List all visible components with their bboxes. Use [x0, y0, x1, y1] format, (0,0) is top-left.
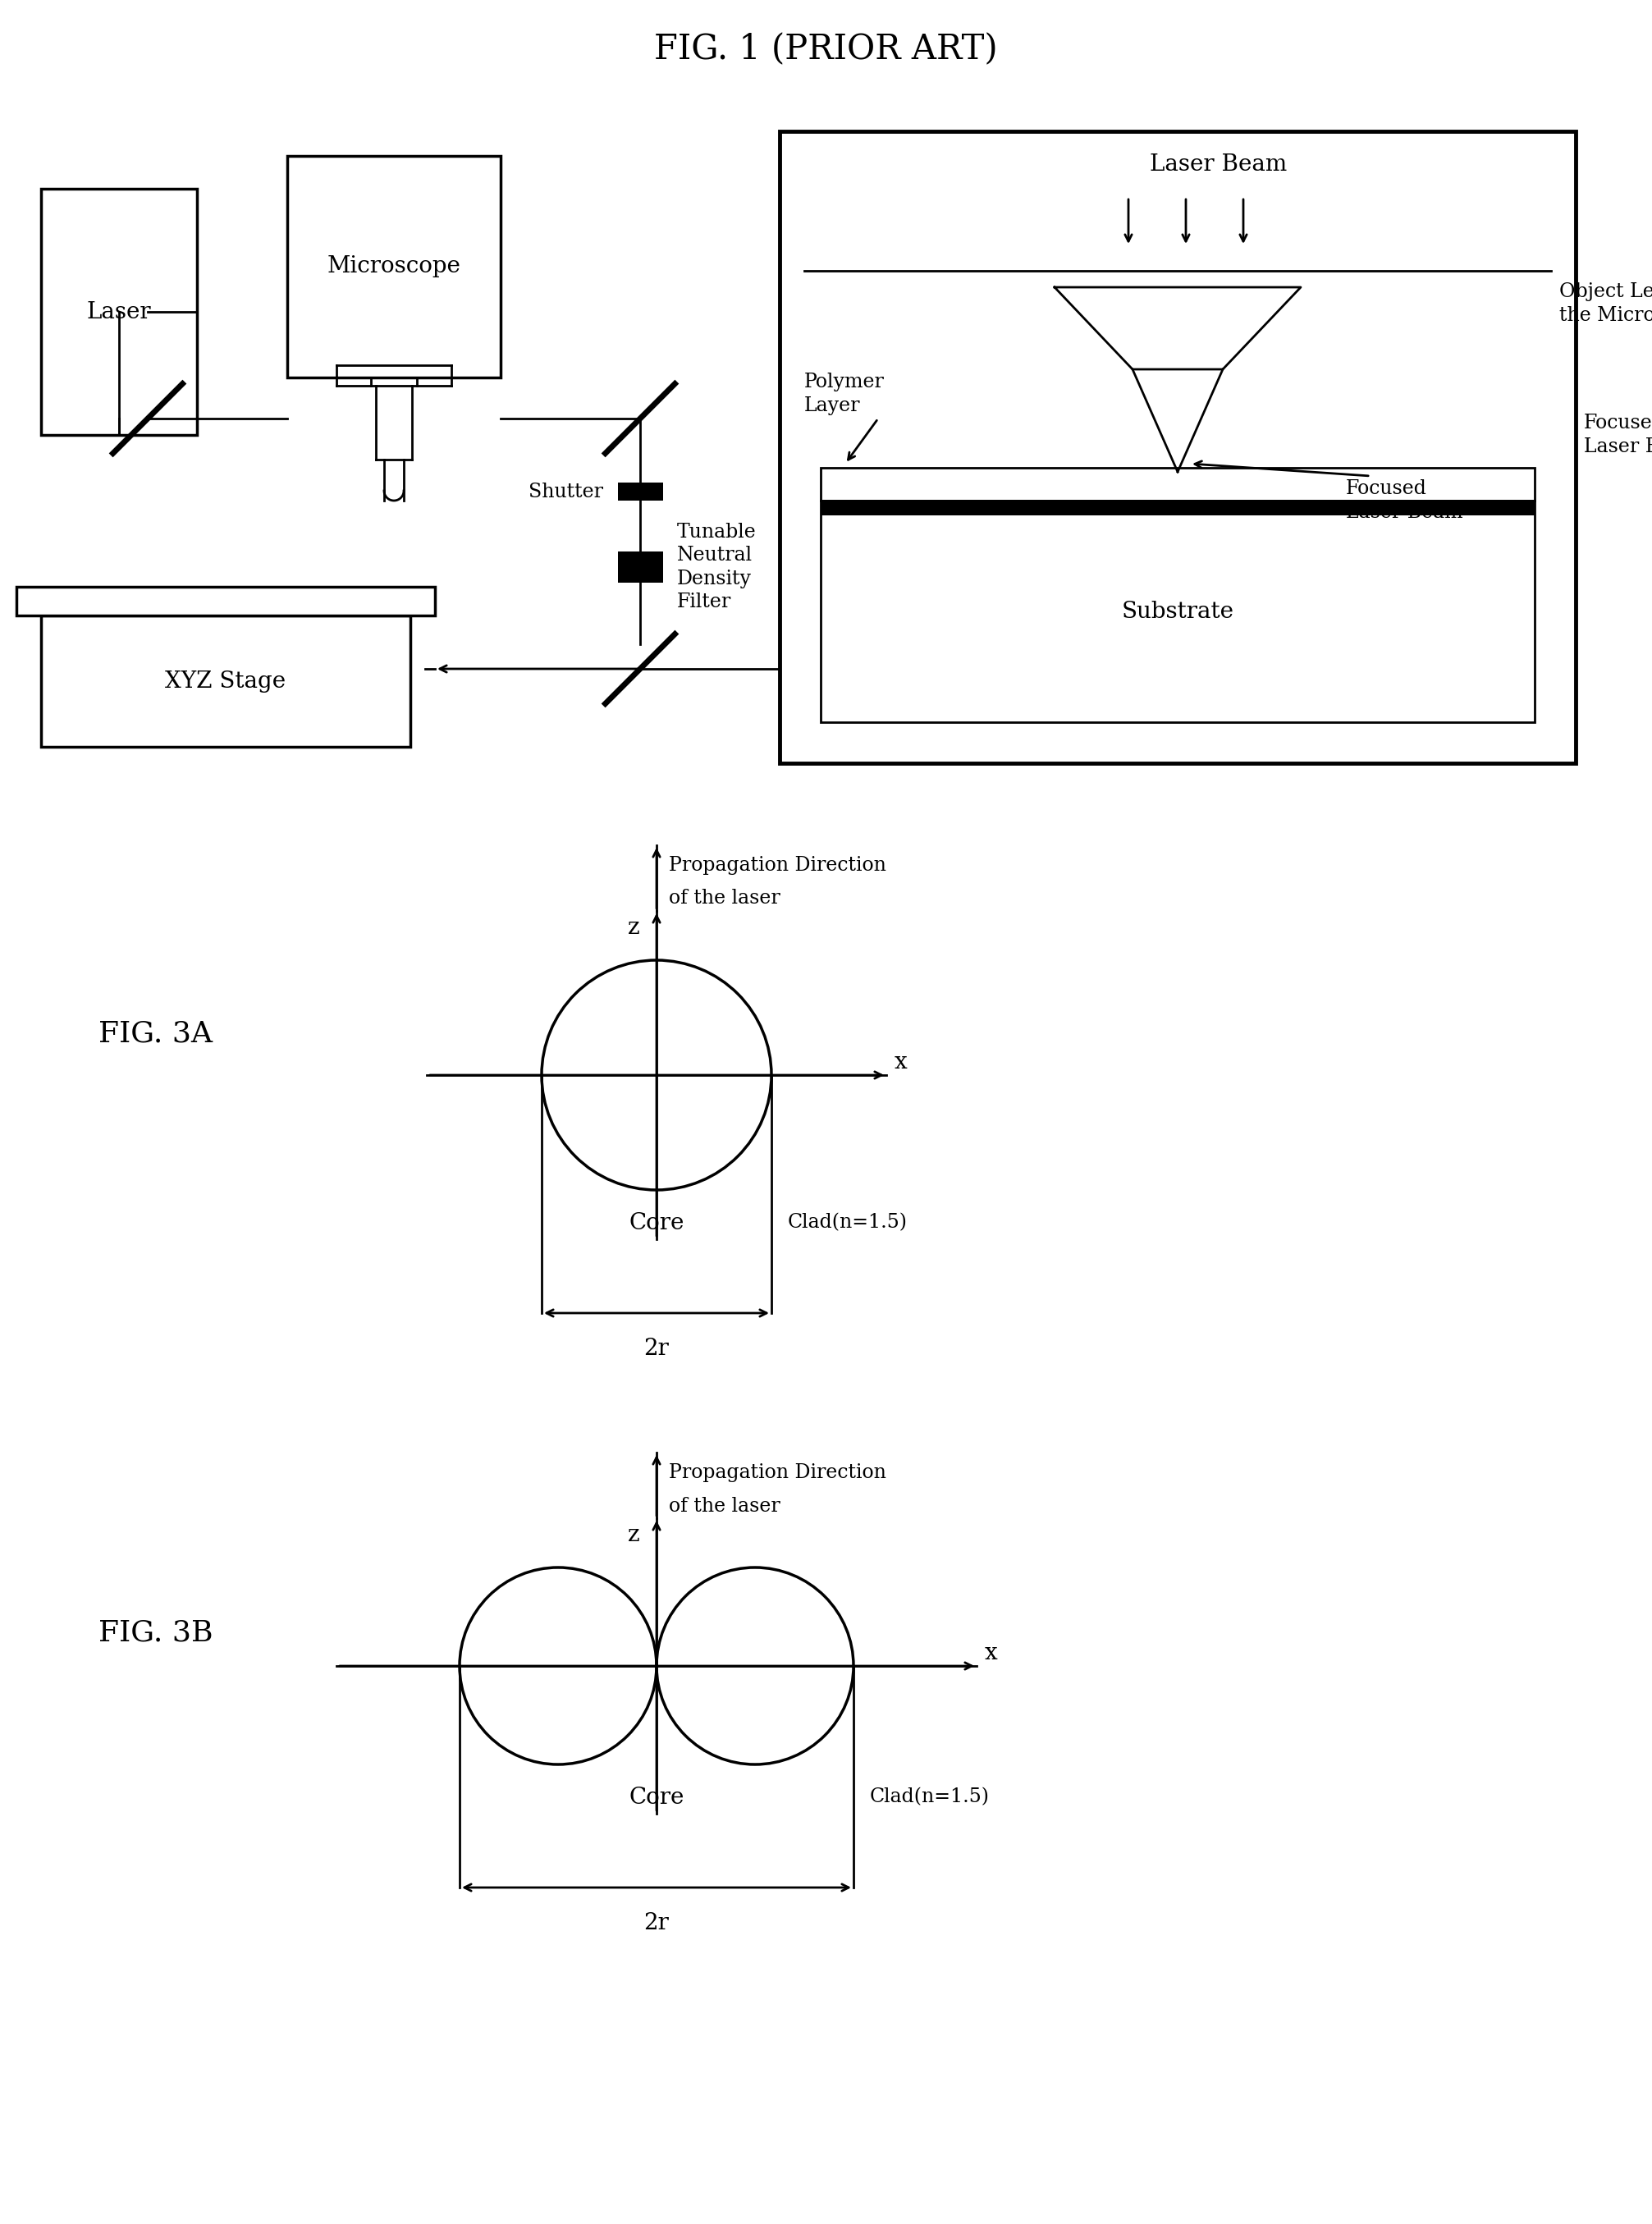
Bar [287, 156, 501, 378]
Text: Clad(n=1.5): Clad(n=1.5) [871, 1788, 990, 1806]
Bar [618, 552, 662, 583]
Text: Laser Beam: Laser Beam [1150, 153, 1287, 176]
Text: Laser: Laser [88, 300, 152, 322]
Text: Core: Core [629, 1212, 684, 1234]
Bar [821, 467, 1535, 500]
Text: Propagation Direction: Propagation Direction [669, 1463, 885, 1483]
Text: XYZ Stage: XYZ Stage [165, 669, 286, 692]
Text: of the laser: of the laser [669, 890, 780, 907]
Text: Shutter: Shutter [529, 483, 603, 500]
Text: z: z [628, 916, 639, 939]
Text: of the laser: of the laser [669, 1497, 780, 1515]
Text: Object Lens of
the Microscope: Object Lens of the Microscope [1559, 282, 1652, 325]
Text: Microscope: Microscope [327, 256, 461, 278]
Text: Propagation Direction: Propagation Direction [669, 856, 885, 876]
Text: x: x [985, 1644, 998, 1666]
Bar [41, 616, 410, 747]
Text: Focused
Laser Beam: Focused Laser Beam [1584, 414, 1652, 456]
Bar [17, 587, 434, 616]
Bar [821, 500, 1535, 516]
Bar [821, 500, 1535, 723]
Text: x: x [894, 1052, 907, 1074]
Text: FIG. 1 (PRIOR ART): FIG. 1 (PRIOR ART) [654, 31, 998, 67]
Text: FIG. 3A: FIG. 3A [99, 1021, 213, 1048]
Bar [41, 189, 197, 436]
Bar [618, 483, 662, 500]
Text: Substrate: Substrate [1122, 600, 1234, 623]
Text: FIG. 3B: FIG. 3B [99, 1619, 213, 1648]
Bar [780, 131, 1576, 763]
Text: Focused
Laser Beam: Focused Laser Beam [1346, 480, 1464, 523]
Text: Tunable
Neutral
Density
Filter: Tunable Neutral Density Filter [677, 523, 757, 612]
Text: z: z [628, 1523, 639, 1546]
Text: 2r: 2r [644, 1913, 669, 1935]
Text: Core: Core [629, 1786, 684, 1808]
Text: Polymer
Layer: Polymer Layer [805, 374, 884, 416]
Text: 2r: 2r [644, 1337, 669, 1359]
Text: Clad(n=1.5): Clad(n=1.5) [788, 1214, 907, 1232]
